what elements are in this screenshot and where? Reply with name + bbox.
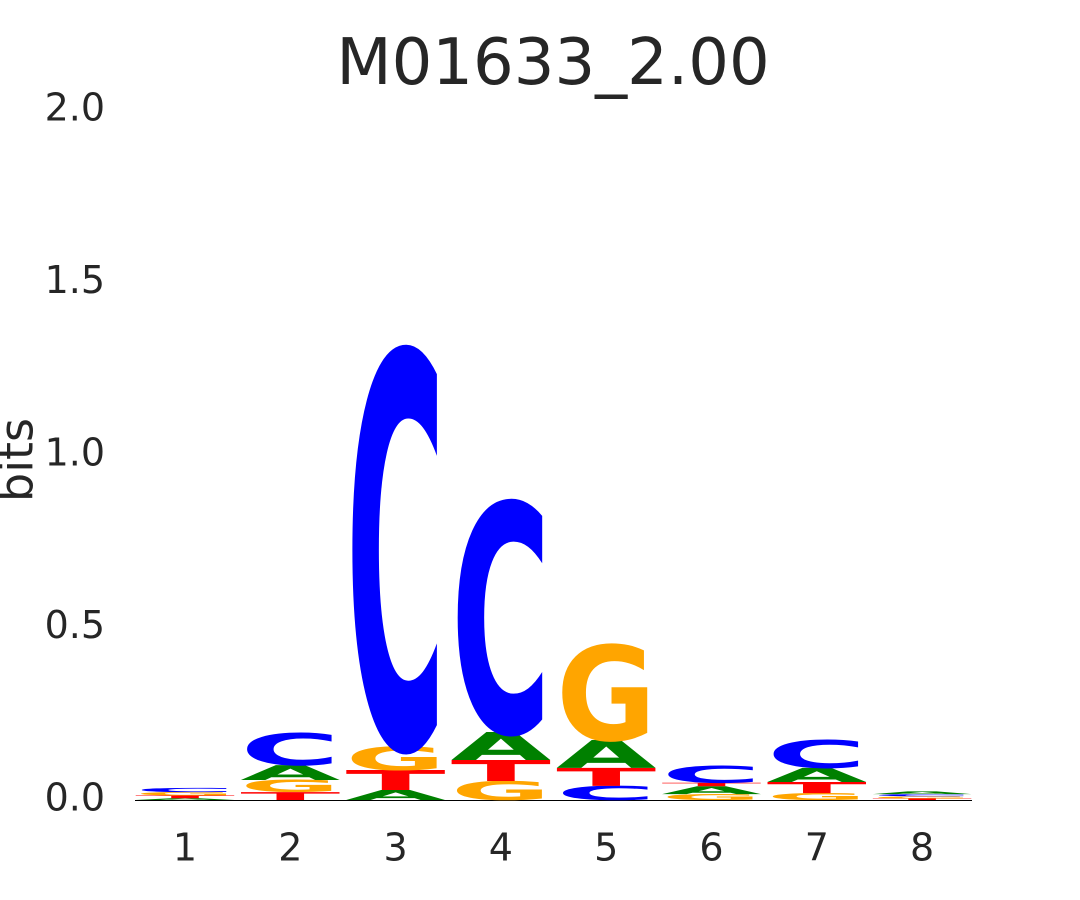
logo-letter: G	[240, 777, 340, 796]
y-tick-label: 0.0	[45, 776, 105, 820]
y-axis-label: bits	[0, 418, 44, 502]
logo-letter: T	[346, 765, 446, 797]
logo-letter: A	[346, 787, 446, 803]
logo-letter: C	[767, 732, 867, 777]
x-tick-label: 7	[805, 826, 829, 870]
x-tick-label: 6	[699, 826, 723, 870]
logo-letter: G	[662, 793, 762, 802]
logo-letter: A	[662, 784, 762, 797]
logo-letter: C	[451, 441, 551, 806]
logo-letter: C	[135, 787, 235, 794]
x-tick-label: 4	[489, 826, 513, 870]
x-tick-label: 8	[910, 826, 934, 870]
x-tick-label: 1	[173, 826, 197, 870]
logo-letter: G	[556, 620, 656, 771]
logo-letter: C	[346, 243, 446, 874]
logo-letter: G	[346, 741, 446, 778]
logo-letter: A	[451, 725, 552, 770]
logo-letter: A	[872, 791, 972, 795]
logo-letter: T	[135, 795, 235, 799]
logo-letter: G	[872, 796, 972, 799]
logo-letter: C	[872, 794, 972, 797]
logo-letter: A	[556, 732, 657, 777]
logo-letter: T	[662, 782, 762, 788]
logo-letter: G	[451, 776, 551, 806]
logo-letter: T	[240, 790, 341, 803]
logo-letter: G	[135, 791, 235, 797]
logo-letter: C	[556, 782, 656, 805]
y-tick-label: 2.0	[45, 86, 105, 130]
y-tick-label: 1.5	[45, 258, 105, 302]
logo-letter: A	[135, 798, 235, 801]
x-tick-label: 3	[384, 826, 408, 870]
logo-letter: G	[767, 791, 867, 802]
logo-letter: T	[556, 763, 657, 792]
logo-letter: T	[872, 798, 972, 801]
y-tick-label: 1.0	[45, 431, 105, 475]
chart-title: M01633_2.00	[336, 26, 769, 100]
logo-letter: C	[240, 725, 340, 776]
logo-letter: C	[662, 762, 762, 789]
logo-letter: T	[451, 755, 551, 788]
x-tick-label: 2	[278, 826, 302, 870]
logo-letter: A	[240, 761, 340, 785]
logo-letter: T	[767, 779, 867, 797]
y-tick-label: 0.5	[45, 603, 105, 647]
x-tick-label: 5	[594, 826, 618, 870]
logo-letter: A	[767, 764, 867, 787]
